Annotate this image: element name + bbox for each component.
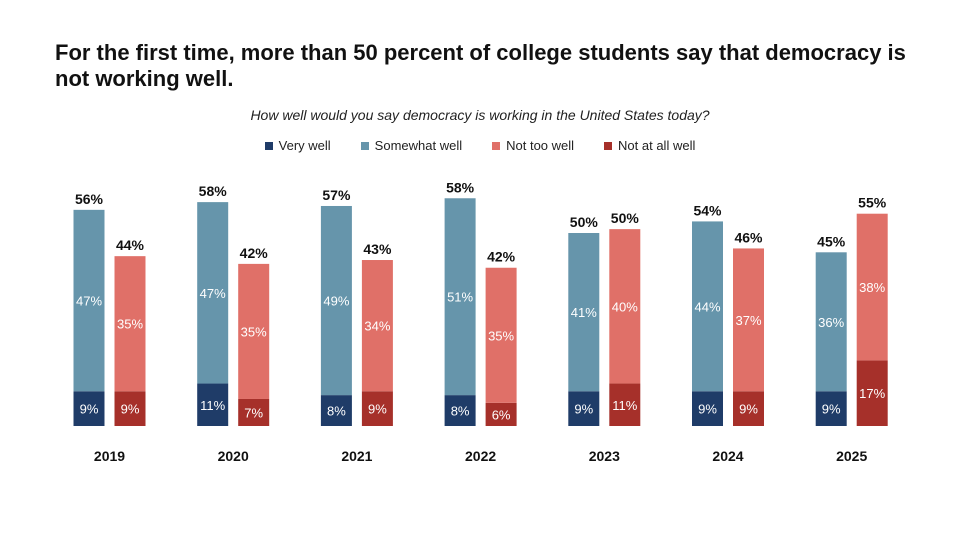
segment-value-label: 9% [121, 402, 140, 417]
stack-total-label: 55% [858, 195, 887, 211]
segment-value-label: 47% [76, 294, 102, 309]
bar-segment [692, 221, 723, 392]
stack-total-label: 57% [322, 187, 351, 203]
x-tick-label: 2020 [218, 448, 249, 464]
bar-segment [320, 395, 352, 426]
segment-value-label: 38% [859, 280, 885, 295]
legend-item-not-at-all-well: Not at all well [604, 138, 695, 153]
bar-segment [856, 360, 888, 426]
segment-value-label: 11% [612, 398, 637, 413]
x-tick-label: 2023 [589, 448, 620, 464]
x-tick-label: 2021 [341, 448, 372, 464]
bar-segment [73, 209, 105, 392]
x-tick-label: 2019 [94, 448, 125, 464]
segment-value-label: 9% [368, 402, 387, 417]
bar-segment [361, 391, 393, 426]
stack-total-label: 42% [240, 245, 269, 261]
segment-value-label: 51% [447, 290, 473, 305]
segment-value-label: 36% [818, 315, 844, 330]
bar-segment [815, 252, 847, 392]
segment-value-label: 37% [735, 313, 761, 328]
bar-segment [692, 391, 723, 426]
legend-swatch-somewhat-well [360, 141, 369, 150]
chart-legend: Very well Somewhat well Not too well Not… [0, 138, 960, 153]
legend-label-not-too-well: Not too well [506, 138, 575, 153]
legend-label-not-at-all-well: Not at all well [618, 138, 696, 153]
stack-total-label: 44% [116, 237, 145, 253]
bar-segment [238, 398, 270, 426]
segment-value-label: 9% [739, 402, 758, 417]
bar-segment [733, 248, 764, 392]
bar-segment [815, 391, 847, 426]
segment-value-label: 9% [80, 402, 99, 417]
bar-segment [361, 260, 393, 392]
legend-swatch-very-well [264, 141, 273, 150]
bar-segment [114, 256, 146, 392]
bar-segment [733, 391, 764, 426]
stack-total-label: 46% [734, 229, 763, 245]
bar-segment [444, 395, 476, 426]
legend-item-somewhat-well: Somewhat well [360, 138, 463, 153]
stack-total-label: 50% [570, 214, 599, 230]
bar-segment [238, 263, 270, 399]
legend-item-not-too-well: Not too well [492, 138, 574, 153]
legend-item-very-well: Very well [264, 138, 331, 153]
stack-total-label: 45% [817, 233, 846, 249]
bar-segment [568, 391, 600, 426]
segment-value-label: 7% [244, 405, 263, 420]
segment-value-label: 9% [574, 402, 593, 417]
segment-value-label: 8% [451, 404, 470, 419]
bar-segment [197, 202, 229, 384]
x-tick-label: 2024 [712, 448, 743, 464]
chart-title: For the first time, more than 50 percent… [55, 40, 906, 91]
x-tick-label: 2025 [836, 448, 867, 464]
bar-segment [114, 391, 146, 426]
segment-value-label: 9% [698, 402, 717, 417]
chart-subtitle: How well would you say democracy is work… [250, 107, 710, 123]
segment-value-label: 6% [492, 407, 511, 422]
segment-value-label: 34% [364, 319, 390, 334]
bar-segment [320, 205, 352, 396]
segment-value-label: 8% [327, 404, 346, 419]
legend-label-somewhat-well: Somewhat well [374, 138, 463, 153]
stack-total-label: 54% [693, 202, 722, 218]
x-tick-label: 2022 [465, 448, 496, 464]
legend-swatch-not-too-well [492, 141, 501, 150]
stack-total-label: 43% [363, 241, 392, 257]
segment-value-label: 9% [822, 402, 841, 417]
bar-segment [568, 233, 600, 392]
bar-segment [197, 383, 229, 426]
bar-segment [444, 198, 476, 396]
segment-value-label: 40% [612, 299, 638, 314]
segment-value-label: 44% [694, 299, 720, 314]
segment-value-label: 49% [323, 294, 349, 309]
stack-total-label: 58% [446, 179, 475, 195]
segment-value-label: 35% [117, 317, 143, 332]
stack-total-label: 56% [75, 191, 104, 207]
bar-segment [856, 213, 888, 361]
segment-value-label: 35% [241, 324, 267, 339]
bar-segment [609, 229, 641, 384]
segment-value-label: 17% [859, 386, 885, 401]
stack-total-label: 42% [487, 249, 516, 265]
segment-value-label: 47% [200, 286, 226, 301]
bar-segment [485, 402, 517, 426]
bar-segment [485, 267, 517, 403]
segment-value-label: 35% [488, 328, 514, 343]
stack-total-label: 50% [611, 210, 640, 226]
legend-swatch-not-at-all-well [604, 141, 613, 150]
bar-segment [73, 391, 105, 426]
segment-value-label: 11% [200, 398, 225, 413]
bar-segment [609, 383, 641, 426]
legend-label-very-well: Very well [278, 138, 331, 153]
stack-total-label: 58% [199, 183, 228, 199]
segment-value-label: 41% [571, 305, 597, 320]
